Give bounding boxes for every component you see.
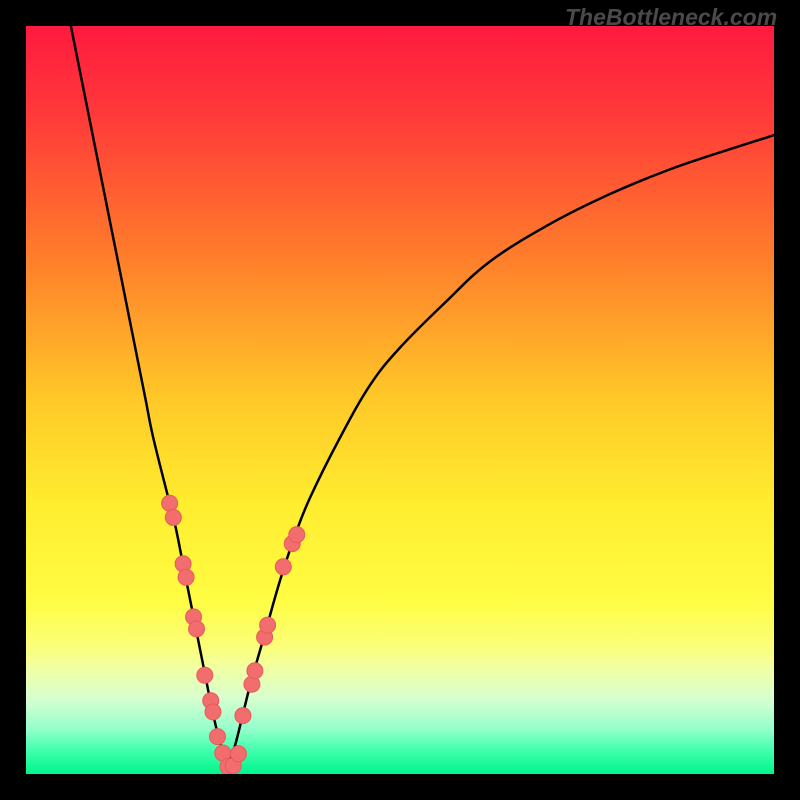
data-marker bbox=[178, 569, 194, 585]
data-marker bbox=[235, 708, 251, 724]
data-marker bbox=[189, 621, 205, 637]
data-marker bbox=[247, 663, 263, 679]
data-marker bbox=[165, 509, 181, 525]
data-marker bbox=[209, 729, 225, 745]
curve-right-branch bbox=[228, 135, 774, 768]
data-marker bbox=[197, 667, 213, 683]
data-marker bbox=[289, 527, 305, 543]
curve-overlay bbox=[26, 26, 774, 774]
data-marker bbox=[260, 617, 276, 633]
curve-left-branch bbox=[71, 26, 228, 768]
marker-group bbox=[162, 495, 305, 774]
data-marker bbox=[162, 495, 178, 511]
data-marker bbox=[230, 746, 246, 762]
plot-area bbox=[26, 26, 774, 774]
data-marker bbox=[275, 559, 291, 575]
chart-stage: TheBottleneck.com bbox=[0, 0, 800, 800]
data-marker bbox=[205, 704, 221, 720]
watermark-text: TheBottleneck.com bbox=[565, 4, 777, 31]
